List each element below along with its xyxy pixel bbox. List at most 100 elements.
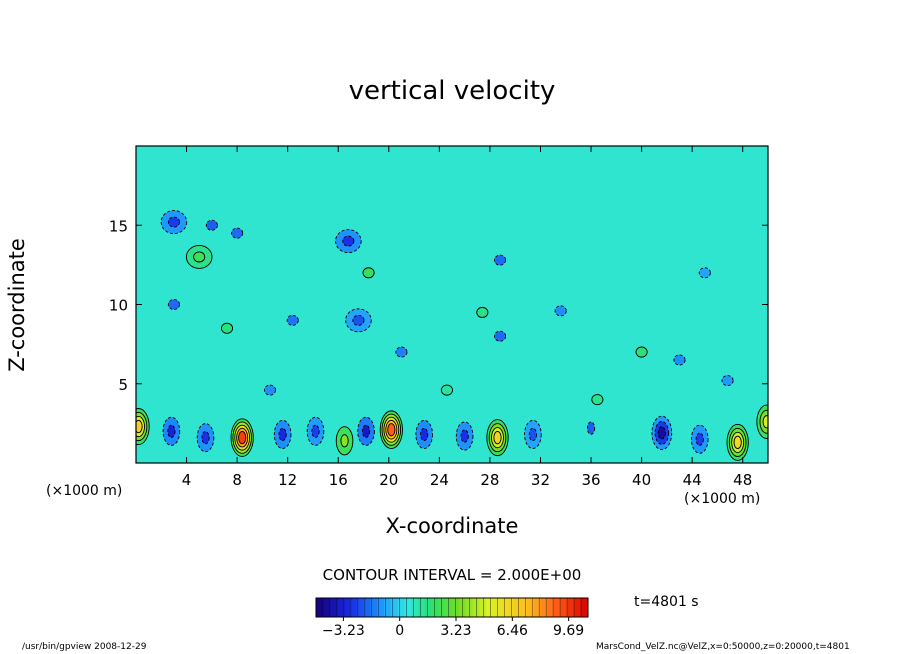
colorbar-segment xyxy=(506,598,514,617)
x-tick-label: 48 xyxy=(733,471,752,489)
colorbar-segment xyxy=(560,598,569,617)
colorbar-tick-label: −3.23 xyxy=(322,623,365,639)
x-tick-label: 16 xyxy=(329,471,348,489)
colorbar-segment xyxy=(390,598,399,617)
velocity-cell xyxy=(179,238,220,275)
velocity-cell xyxy=(136,404,152,449)
colorbar-segment xyxy=(418,598,426,617)
colorbar-segment xyxy=(492,598,501,617)
colorbar-segment xyxy=(445,598,453,617)
velocity-cell xyxy=(378,407,405,452)
x-tick-label: 28 xyxy=(480,471,499,489)
x-tick-label: 40 xyxy=(632,471,651,489)
velocity-cell xyxy=(753,399,768,444)
x-tick-label: 12 xyxy=(278,471,297,489)
colorbar-tick-label: 3.23 xyxy=(440,623,471,639)
velocity-cell xyxy=(621,334,662,371)
x-tick-label: 20 xyxy=(379,471,398,489)
velocity-cell xyxy=(249,372,290,409)
colorbar-segment xyxy=(363,598,371,617)
velocity-cell xyxy=(519,412,546,457)
chart-title: vertical velocity xyxy=(348,76,556,106)
colorbar-segment xyxy=(431,598,439,617)
velocity-cell xyxy=(480,318,521,355)
colorbar-tick-label: 6.46 xyxy=(497,623,528,639)
colorbar-segment xyxy=(404,598,412,617)
x-axis-label: X-coordinate xyxy=(385,514,519,538)
y-axis: 5 10 15 xyxy=(109,217,768,394)
x-tick-label: 4 xyxy=(182,471,192,489)
velocity-cell xyxy=(480,242,521,279)
x-tick-label: 32 xyxy=(531,471,550,489)
velocity-cell xyxy=(158,409,185,454)
velocity-cell xyxy=(411,412,438,457)
colorbar-tick-label: 9.69 xyxy=(553,623,584,639)
velocity-cell xyxy=(229,415,256,460)
velocity-cell xyxy=(484,415,511,460)
colorbar-segment xyxy=(540,598,548,617)
colorbar-segment xyxy=(567,598,575,617)
footer-left: /usr/bin/gpview 2008-12-29 xyxy=(22,642,147,652)
colorbar-segment xyxy=(411,598,419,617)
colorbar: −3.23 0 3.23 6.46 9.69 xyxy=(315,597,589,639)
colorbar-segment xyxy=(329,598,337,617)
contour-interval: CONTOUR INTERVAL = 2.000E+00 xyxy=(322,566,582,584)
colorbar-segment xyxy=(384,598,392,617)
footer-right: MarsCond_VelZ.nc@VelZ,x=0:50000,z=0:2000… xyxy=(596,642,850,652)
x-unit-label-right: (×1000 m) xyxy=(684,491,761,507)
velocity-cell xyxy=(331,418,358,463)
velocity-cell xyxy=(269,412,296,457)
colorbar-segment xyxy=(322,598,331,617)
velocity-cell xyxy=(451,414,478,459)
colorbar-segment xyxy=(526,598,535,617)
velocity-cell xyxy=(381,334,422,371)
velocity-cell xyxy=(540,292,581,329)
x-unit-label-left: (×1000 m) xyxy=(46,483,123,499)
velocity-cell xyxy=(153,204,194,241)
colorbar-segment xyxy=(316,598,324,617)
colorbar-segment xyxy=(472,598,480,617)
colorbar-tick-label: 0 xyxy=(395,623,404,639)
velocity-cell xyxy=(192,415,219,460)
time-label: t=4801 s xyxy=(634,594,699,610)
velocity-cell xyxy=(686,417,713,462)
colorbar-segment xyxy=(581,598,589,617)
velocity-cell xyxy=(207,310,248,347)
heatmap-field xyxy=(136,146,768,463)
colorbar-segment xyxy=(350,598,358,617)
y-tick-label: 10 xyxy=(109,297,128,315)
velocity-cell xyxy=(707,362,748,399)
x-tick-label: 44 xyxy=(683,471,702,489)
velocity-cell xyxy=(328,223,369,260)
velocity-cell xyxy=(684,254,725,291)
velocity-cell xyxy=(272,302,313,339)
velocity-cell xyxy=(153,286,194,323)
velocity-cell xyxy=(338,302,379,339)
colorbar-frame xyxy=(315,597,589,618)
velocity-cell xyxy=(217,215,258,252)
colorbar-segment xyxy=(397,598,405,617)
x-tick-label: 36 xyxy=(581,471,600,489)
velocity-cell xyxy=(426,372,467,409)
velocity-cell xyxy=(659,341,700,378)
colorbar-segment xyxy=(499,598,507,617)
colorbar-segment xyxy=(513,598,521,617)
colorbar-segment xyxy=(370,598,378,617)
velocity-cell xyxy=(353,409,380,454)
colorbar-segment xyxy=(486,598,494,617)
colorbar-segment xyxy=(336,598,344,617)
y-tick-label: 15 xyxy=(109,217,128,235)
x-axis: 4 8 12 16 20 24 28 32 36 40 44 48 xyxy=(182,146,752,489)
colorbar-segment xyxy=(377,598,385,617)
colorbar-segment xyxy=(438,598,446,617)
colorbar-segment xyxy=(520,598,528,617)
colorbar-segment xyxy=(356,598,365,617)
colorbar-segment xyxy=(533,598,541,617)
y-axis-label: Z-coordinate xyxy=(5,238,30,372)
colorbar-segment xyxy=(547,598,555,617)
velocity-cell xyxy=(348,254,389,291)
velocity-cell xyxy=(302,409,329,454)
colorbar-segment xyxy=(343,598,351,617)
